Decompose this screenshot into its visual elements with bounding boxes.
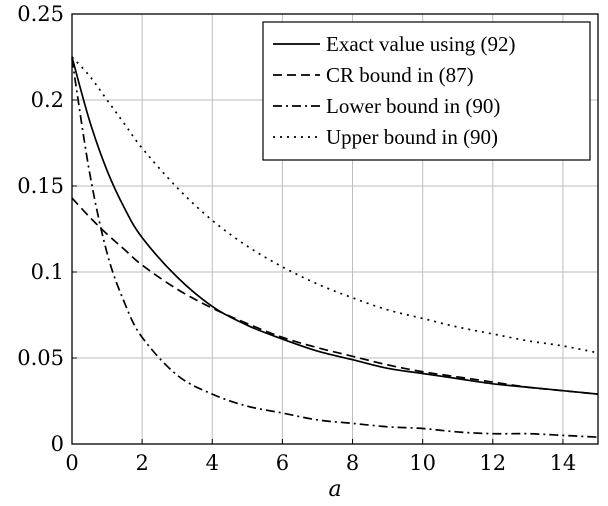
legend-label-upper-bound-in-90: Upper bound in (90) xyxy=(326,125,498,149)
x-tick-label: 2 xyxy=(135,451,148,475)
y-tick-label: 0.15 xyxy=(17,174,64,198)
legend-box xyxy=(262,21,591,161)
plot-area-frame xyxy=(71,13,599,445)
y-tick-label: 0.1 xyxy=(31,260,64,284)
tick-labels: 0 2 4 6 8 10 12 14 0 0.05 0.1 0.15 0.2 0.25 xyxy=(17,2,576,475)
y-tick-label: 0 xyxy=(51,432,64,456)
series-line-upper-bound-in-90 xyxy=(71,56,599,354)
x-axis-label: a xyxy=(328,477,341,502)
series-lines xyxy=(71,56,599,438)
legend: Exact value using (92) CR bound in (87) Lo… xyxy=(262,21,591,161)
x-tick-label: 12 xyxy=(479,451,506,475)
x-tick-label: 0 xyxy=(65,451,78,475)
y-tick-label: 0.2 xyxy=(31,88,64,112)
series-line-lower-bound-in-90 xyxy=(71,58,599,438)
series-line-cr-bound-in-87 xyxy=(71,197,599,395)
y-tick-label: 0.05 xyxy=(17,346,64,370)
x-tick-label: 14 xyxy=(550,451,577,475)
x-tick-label: 8 xyxy=(346,451,359,475)
x-tick-label: 4 xyxy=(206,451,219,475)
y-tick-label: 0.25 xyxy=(17,2,64,26)
x-tick-label: 6 xyxy=(276,451,289,475)
legend-label-exact-value-using-92: Exact value using (92) xyxy=(326,32,516,56)
x-tick-label: 10 xyxy=(409,451,436,475)
legend-label-lower-bound-in-90: Lower bound in (90) xyxy=(326,94,500,118)
legend-label-cr-bound-in-87: CR bound in (87) xyxy=(326,63,474,87)
series-line-exact-value-using-92 xyxy=(71,56,599,395)
